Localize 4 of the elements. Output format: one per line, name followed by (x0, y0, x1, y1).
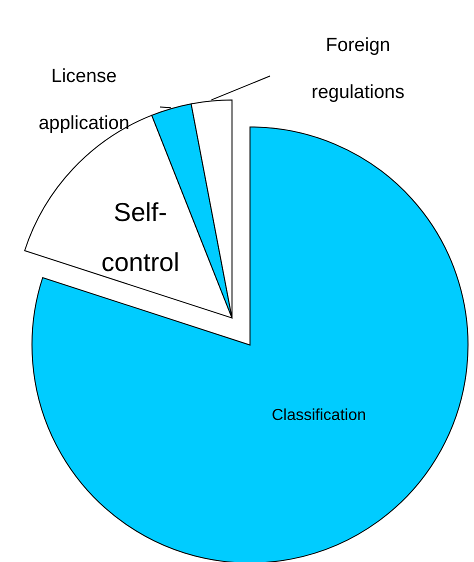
slice-label: Classification (272, 406, 366, 424)
category-label: Foreign regulations (312, 35, 404, 103)
slice-label: Self-control (101, 196, 180, 277)
category-label: License application (38, 66, 130, 134)
